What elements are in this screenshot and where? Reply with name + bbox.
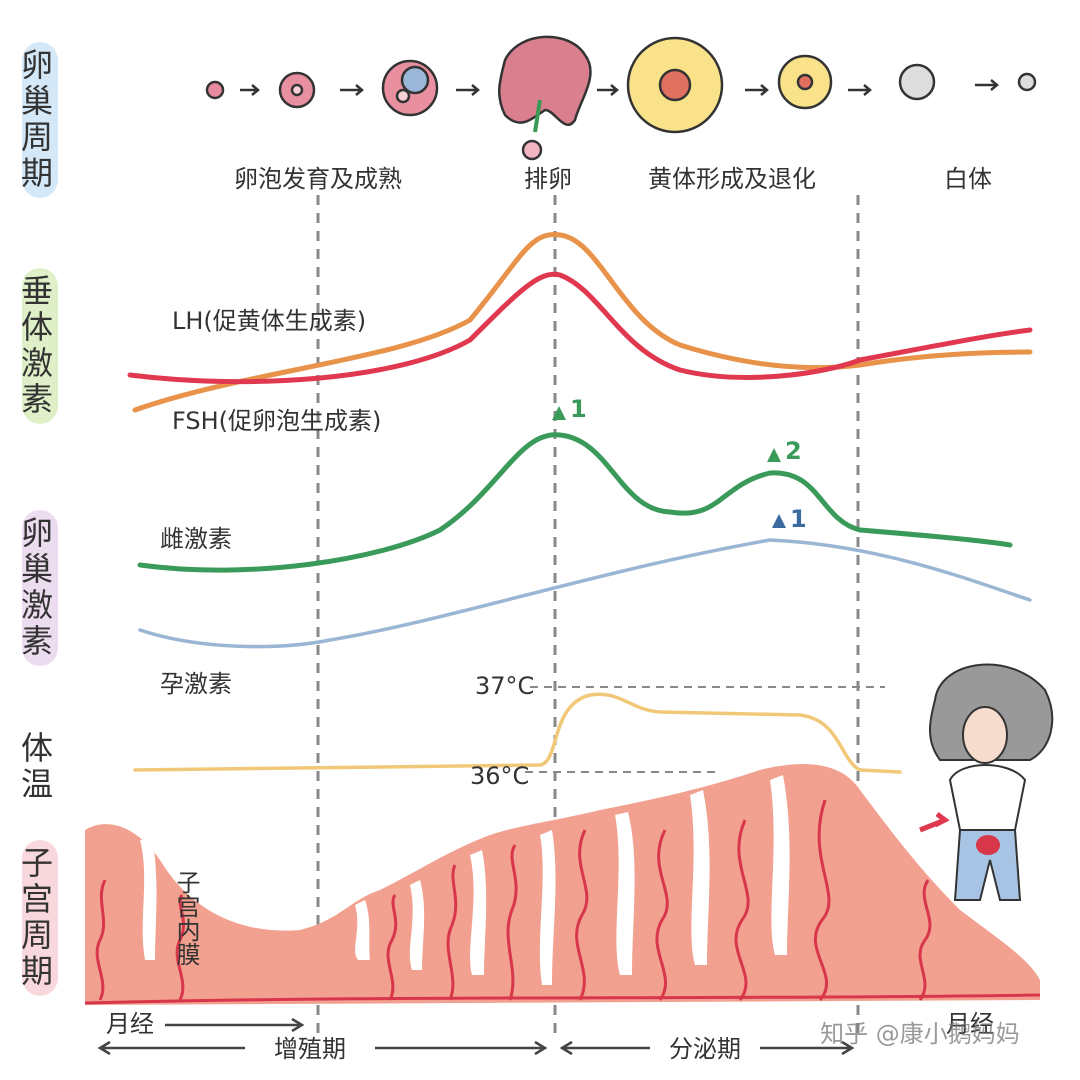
side-label: 卵巢周期 [16,42,58,198]
fsh-label: FSH(促卵泡生成素) [172,407,381,435]
peak-label: 2 [785,437,802,465]
lh-label: LH(促黄体生成素) [172,307,366,335]
phase-label: 增殖期 [274,1035,346,1063]
lh-curve [132,231,1033,413]
temp-label: 37°C [475,672,534,700]
temp-label: 36°C [470,762,529,790]
phase-label: 分泌期 [669,1035,741,1063]
menses-label: 月经 [946,1010,994,1038]
phase-label: 排卵 [524,165,572,193]
temperature-curve [133,692,902,774]
phase-label: 白体 [944,165,992,193]
peak-label: 1 [570,395,587,423]
progesterone-label: 孕激素 [160,670,232,698]
corpus-albicans-icon [1017,72,1037,92]
phase-label: 黄体形成及退化 [648,165,816,193]
fsh-curve [127,271,1033,385]
progesterone-curve [138,538,1032,649]
spiral-arteries [84,799,1041,1005]
gland-gaps [140,775,790,985]
side-label: 体温 [16,731,54,803]
phase-label: 卵泡发育及成熟 [234,165,402,193]
side-label: 垂体激素 [16,268,58,424]
endometrium [85,764,1040,1005]
endometrium-label: 子宫内膜 [172,870,200,966]
menses-label: 月经 [106,1010,154,1038]
side-label: 卵巢激素 [16,510,58,666]
estrogen-label: 雌激素 [160,525,232,553]
ovulation-icon [498,35,592,126]
watermark: 知乎 @康小鹅妈妈 [820,1020,1020,1048]
estrogen-curve [137,432,1013,573]
follicle-icon [205,80,225,100]
corpus-albicans-icon [898,63,936,101]
side-label: 子宫周期 [16,840,58,996]
figure [919,663,1054,901]
peak-label: 1 [790,505,807,533]
